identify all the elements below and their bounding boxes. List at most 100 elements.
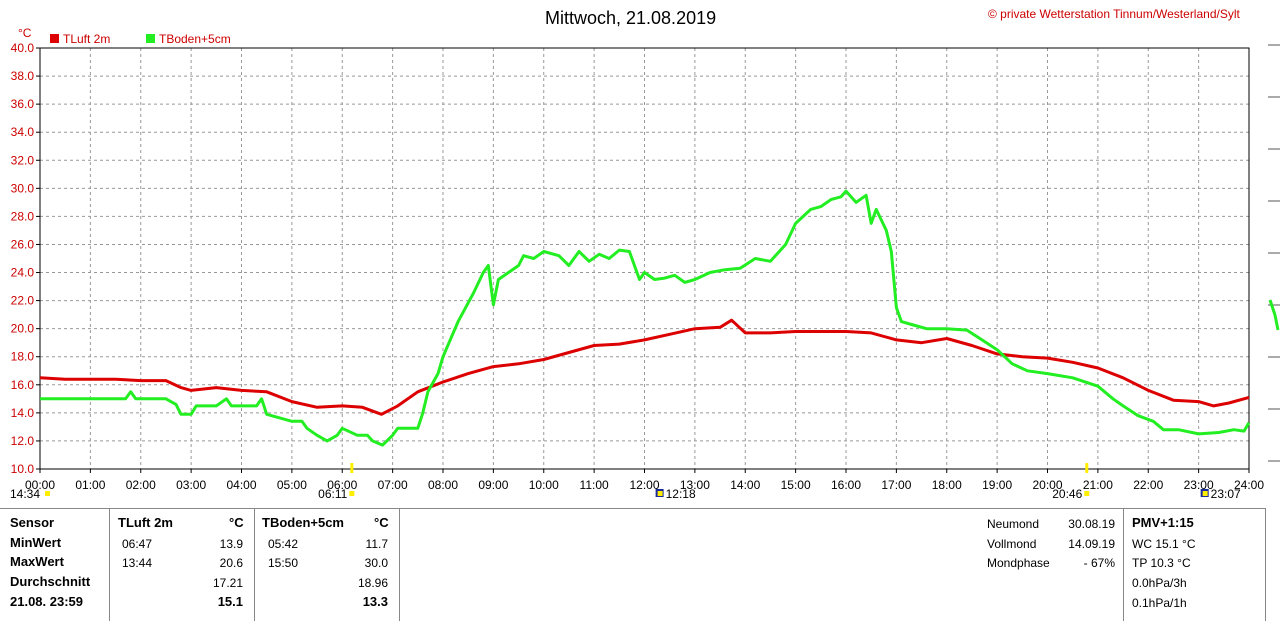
- x-tick-label: 23:00: [1184, 478, 1214, 492]
- pmv-pressure-1h: 0.1hPa/1h: [1132, 596, 1187, 610]
- x-tick-label: 10:00: [529, 478, 559, 492]
- sun-marker: [350, 463, 354, 473]
- moon-value-vollmond: 14.09.19: [1068, 537, 1115, 551]
- moon-value-phase: - 67%: [1083, 556, 1115, 570]
- cell-s2-value: 18.96: [357, 576, 388, 590]
- x-tick-label: 15:00: [781, 478, 811, 492]
- moon-label-phase: Mondphase: [987, 556, 1050, 570]
- x-tick-label: 05:00: [277, 478, 307, 492]
- unit-label: °C: [18, 26, 32, 40]
- table-header-s2-unit: °C: [374, 515, 389, 530]
- panel-divider-4: [1123, 508, 1124, 621]
- x-tick-label: 24:00: [1234, 478, 1264, 492]
- x-tick-label: 04:00: [226, 478, 256, 492]
- x-tick-label: 07:00: [378, 478, 408, 492]
- y-tick-label: 16.0: [11, 378, 35, 392]
- y-tick-label: 32.0: [11, 153, 35, 167]
- legend-swatch-tluft: [50, 34, 59, 43]
- x-tick-label: 20:00: [1032, 478, 1062, 492]
- annotation-label: 06:11: [318, 487, 347, 501]
- chart-grid: [36, 44, 1280, 473]
- x-tick-label: 01:00: [75, 478, 105, 492]
- panel-divider-3: [399, 508, 400, 621]
- table-header-s2: TBoden+5cm: [262, 515, 344, 530]
- panel-divider-2: [254, 508, 255, 621]
- table-header-s1-unit: °C: [229, 515, 244, 530]
- page-title: Mittwoch, 21.08.2019: [545, 8, 717, 28]
- x-tick-label: 13:00: [680, 478, 710, 492]
- x-tick-label: 19:00: [982, 478, 1012, 492]
- y-tick-label: 10.0: [11, 462, 35, 476]
- pmv-dewpoint: TP 10.3 °C: [1132, 556, 1191, 570]
- cell-s2-time: 15:50: [268, 556, 299, 570]
- x-tick-label: 17:00: [881, 478, 911, 492]
- y-tick-label: 12.0: [11, 434, 35, 448]
- marker-dot: [1084, 491, 1090, 496]
- y-tick-label: 22.0: [11, 294, 35, 308]
- marker-dot: [45, 491, 50, 496]
- y-tick-label: 30.0: [11, 181, 35, 195]
- cell-s2-value: 11.7: [365, 537, 388, 551]
- y-tick-label: 26.0: [11, 237, 35, 251]
- moon-label-neumond: Neumond: [987, 517, 1040, 531]
- sun-marker: [1085, 463, 1089, 473]
- x-tick-label: 09:00: [478, 478, 508, 492]
- y-tick-label: 18.0: [11, 350, 35, 364]
- cell-s1-time: 06:47: [122, 537, 153, 551]
- copyright-text: © private Wetterstation Tinnum/Westerlan…: [988, 7, 1240, 21]
- x-tick-label: 21:00: [1083, 478, 1113, 492]
- y-tick-label: 28.0: [11, 209, 35, 223]
- row-label-durchschnitt: Durchschnitt: [10, 574, 91, 589]
- series-line-tboden: [40, 189, 1251, 447]
- marker-dot: [1202, 491, 1208, 496]
- y-tick-label: 36.0: [11, 97, 35, 111]
- annotation-label: 14:34: [10, 487, 40, 501]
- x-tick-label: 00:00: [25, 478, 55, 492]
- series-line-tluft: [39, 318, 1250, 416]
- plot-frame: [39, 47, 1250, 470]
- cell-s1-time: 13:44: [122, 556, 153, 570]
- y-tick-label: 40.0: [11, 41, 35, 55]
- row-label-minwert: MinWert: [10, 535, 62, 550]
- cell-s2-value: 30.0: [364, 556, 388, 570]
- x-tick-label: 03:00: [176, 478, 206, 492]
- moon-label-vollmond: Vollmond: [987, 537, 1037, 551]
- x-tick-label: 14:00: [730, 478, 760, 492]
- y-tick-label: 24.0: [11, 266, 35, 280]
- cell-s1-value: 17.21: [212, 576, 243, 590]
- row-label-maxwert: MaxWert: [10, 554, 64, 569]
- y-tick-label: 38.0: [11, 69, 35, 83]
- edge-fragment-tboden: [1268, 299, 1280, 331]
- cell-s2-time: 05:42: [268, 537, 299, 551]
- x-tick-label: 16:00: [831, 478, 861, 492]
- marker-dot: [349, 491, 355, 496]
- annotations: 14:34 06:11 12:18 20:46 23:07: [10, 463, 1241, 501]
- cell-s1-value: 13.9: [219, 537, 243, 551]
- cell-s1-current: 15.1: [217, 594, 243, 609]
- pmv-pressure-3h: 0.0hPa/3h: [1132, 576, 1187, 590]
- annotation-label: 20:46: [1052, 487, 1082, 501]
- x-tick-labels: 00:00 01:00 02:00 03:00 04:00 05:00 06:00 07:00…: [25, 478, 1264, 492]
- chart-marks: [39, 189, 1280, 447]
- table-header-sensor: Sensor: [10, 515, 55, 530]
- panel-top-border: [0, 508, 1266, 509]
- cell-s1-value: 20.6: [219, 556, 243, 570]
- legend-swatch-tboden: [146, 34, 155, 43]
- marker-dot: [657, 491, 663, 496]
- temperature-chart: 10.0 12.0 14.0 16.0 18.0 20.0 22.0 24.0 26.0 28.0…: [10, 41, 1280, 501]
- y-tick-label: 34.0: [11, 125, 35, 139]
- x-tick-label: 18:00: [932, 478, 962, 492]
- panel-divider-5: [1265, 508, 1266, 621]
- x-tick-label: 12:00: [629, 478, 659, 492]
- x-tick-label: 06:00: [327, 478, 357, 492]
- x-tick-label: 02:00: [126, 478, 156, 492]
- y-tick-label: 20.0: [11, 322, 35, 336]
- legend-label-tluft: TLuft 2m: [63, 32, 111, 46]
- pmv-windchill: WC 15.1 °C: [1132, 537, 1196, 551]
- moon-value-neumond: 30.08.19: [1068, 517, 1115, 531]
- annotation-label: 23:07: [1211, 487, 1241, 501]
- pmv-title: PMV+1:15: [1132, 515, 1194, 530]
- x-tick-label: 22:00: [1133, 478, 1163, 492]
- row-label-current: 21.08. 23:59: [10, 594, 84, 609]
- legend-label-tboden: TBoden+5cm: [159, 32, 231, 46]
